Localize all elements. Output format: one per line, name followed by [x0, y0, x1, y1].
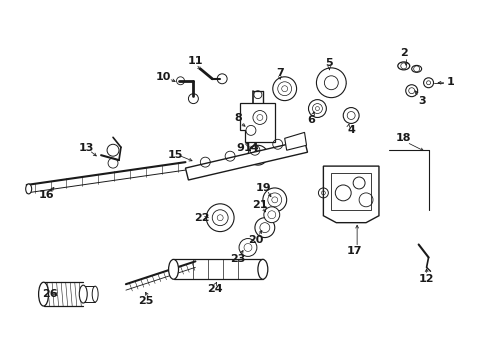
Circle shape — [272, 77, 296, 100]
Ellipse shape — [26, 184, 32, 194]
Polygon shape — [240, 103, 274, 142]
Text: 10: 10 — [156, 72, 171, 82]
Text: 5: 5 — [325, 58, 332, 68]
Text: 23: 23 — [230, 255, 245, 264]
Text: 9: 9 — [236, 143, 244, 153]
Text: 8: 8 — [234, 113, 242, 123]
Text: 21: 21 — [252, 200, 267, 210]
Circle shape — [254, 218, 274, 238]
Polygon shape — [323, 166, 378, 223]
Text: 2: 2 — [399, 48, 407, 58]
Text: 17: 17 — [346, 247, 361, 256]
Ellipse shape — [79, 285, 87, 303]
Text: 12: 12 — [418, 274, 433, 284]
Text: 11: 11 — [187, 56, 203, 66]
Text: 16: 16 — [39, 190, 54, 200]
Circle shape — [343, 108, 358, 123]
Text: 20: 20 — [248, 234, 263, 244]
Text: 3: 3 — [418, 96, 426, 105]
Text: 7: 7 — [275, 68, 283, 78]
Text: 1: 1 — [446, 77, 453, 87]
Text: 18: 18 — [395, 133, 411, 143]
Text: 22: 22 — [194, 213, 210, 223]
Text: 15: 15 — [167, 150, 183, 160]
Circle shape — [308, 100, 325, 117]
Circle shape — [264, 207, 279, 223]
Ellipse shape — [257, 260, 267, 279]
Polygon shape — [284, 132, 306, 150]
Text: 13: 13 — [79, 143, 94, 153]
Circle shape — [206, 204, 234, 231]
Circle shape — [239, 239, 256, 256]
Polygon shape — [185, 140, 307, 180]
Text: 26: 26 — [41, 289, 57, 299]
Text: 4: 4 — [346, 125, 354, 135]
Text: 14: 14 — [244, 143, 259, 153]
Circle shape — [316, 68, 346, 98]
Ellipse shape — [168, 260, 178, 279]
Ellipse shape — [397, 62, 409, 70]
Ellipse shape — [39, 282, 48, 306]
Ellipse shape — [411, 66, 421, 72]
Circle shape — [263, 188, 286, 212]
Ellipse shape — [92, 286, 98, 302]
Circle shape — [247, 145, 267, 165]
Text: 19: 19 — [256, 183, 271, 193]
Text: 24: 24 — [207, 284, 223, 294]
Text: 25: 25 — [138, 296, 153, 306]
Text: 6: 6 — [307, 116, 315, 126]
